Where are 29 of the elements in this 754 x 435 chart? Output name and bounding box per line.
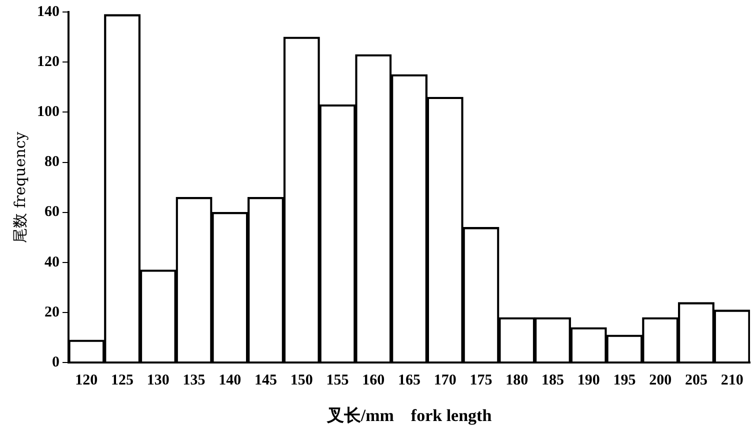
x-tick-label: 190 [577,372,600,388]
x-axis-title: 叉长/mm fork length [326,406,492,426]
x-tick-label: 200 [649,372,672,388]
x-tick-label: 195 [613,372,636,388]
y-tick-label: 80 [44,154,60,170]
x-tick-label: 165 [398,372,420,388]
x-tick-label: 145 [254,372,278,388]
y-tick-label: 140 [37,4,60,20]
x-tick-label: 150 [290,372,313,388]
x-tick-label: 135 [182,372,206,388]
x-tick-label: 175 [470,372,492,388]
x-tick-label: 205 [684,372,708,388]
x-tick-label: 185 [541,372,564,388]
x-tick-label: 130 [146,372,170,388]
y-tick-label: 40 [44,254,60,270]
y-axis-title: 尾数 frequency [10,131,29,243]
y-tick-label: 120 [37,54,60,70]
y-tick-label: 60 [44,204,60,220]
x-tick-label: 180 [506,372,528,388]
x-tick-label: 140 [218,372,242,388]
x-tick-label: 170 [434,372,456,388]
x-tick-label: 155 [326,372,349,388]
x-tick-label: 160 [362,372,385,388]
x-tick-label: 210 [720,372,744,388]
x-tick-label: 120 [75,372,98,388]
x-tick-label: 125 [111,372,134,388]
y-tick-label: 100 [37,104,60,120]
y-tick-label: 0 [52,354,60,370]
y-tick-label: 20 [44,304,60,320]
